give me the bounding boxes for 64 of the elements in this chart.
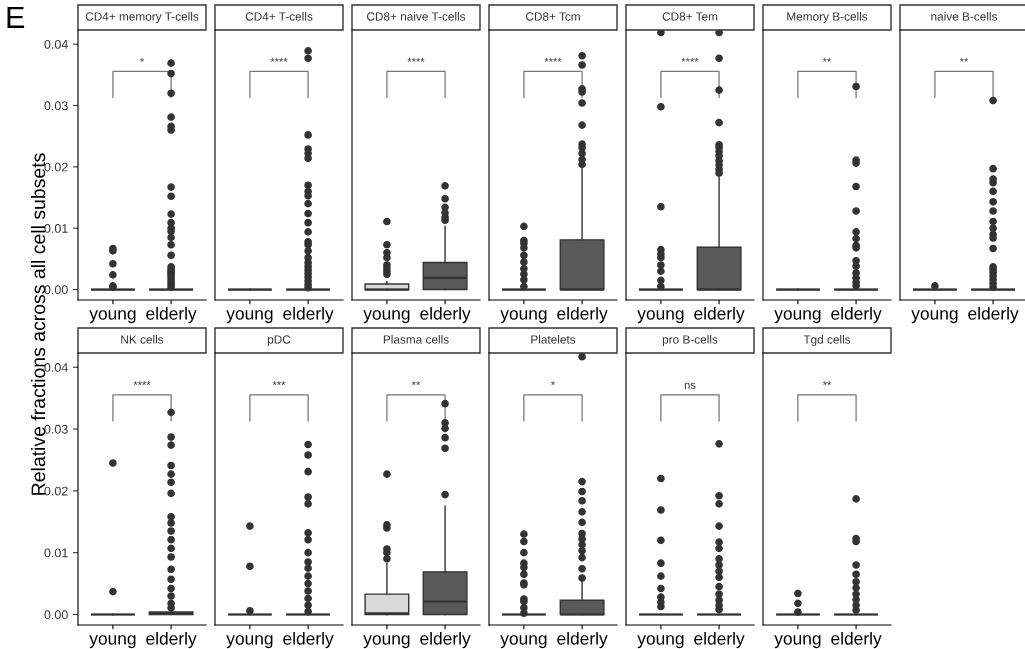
chart-title: CD8+ Tem — [662, 12, 718, 21]
x-tick-label: elderly — [694, 306, 745, 324]
annotation: ** — [411, 381, 421, 386]
x-tick-label: elderly — [146, 631, 197, 649]
chart-title: naive B-cells — [931, 12, 998, 21]
x-tick-label: elderly — [694, 631, 745, 649]
x-tick-label: young — [226, 635, 273, 649]
annotation: ** — [959, 57, 969, 62]
x-tick-label: young — [637, 635, 684, 649]
annotation: **** — [407, 57, 425, 62]
annotation: ns — [684, 382, 696, 389]
annotation: **** — [133, 381, 151, 386]
chart-title: Platelets — [531, 335, 576, 344]
x-tick-label: young — [89, 635, 136, 649]
chart-title: pro B-cells — [662, 335, 718, 346]
x-tick-label: elderly — [831, 631, 882, 649]
chart-title: Tgd cells — [803, 335, 851, 346]
y-tick-label: 0.01 — [44, 548, 68, 558]
x-tick-label: young — [363, 635, 410, 649]
x-tick-label: young — [774, 310, 821, 324]
y-tick-label: 0.00 — [44, 610, 68, 620]
y-tick-label: 0.04 — [44, 39, 68, 49]
y-tick-label: 0.01 — [44, 224, 68, 233]
text: E — [7, 6, 25, 28]
x-tick-label: elderly — [968, 306, 1019, 324]
x-tick-label: elderly — [557, 306, 608, 324]
y-axis-title: Relative fractions across all cell subsets — [30, 153, 46, 495]
y-tick-label: 0.02 — [44, 162, 68, 172]
chart-title: NK cells — [121, 335, 164, 344]
x-tick-label: young — [911, 310, 958, 324]
annotation: ** — [822, 57, 832, 62]
annotation: *** — [272, 381, 286, 386]
y-tick-label: 0.00 — [44, 285, 68, 295]
chart-title: Plasma cells — [383, 335, 449, 344]
x-tick-label: elderly — [420, 631, 471, 649]
x-tick-label: young — [363, 310, 410, 324]
y-tick-label: 0.02 — [44, 486, 68, 496]
x-tick-label: elderly — [831, 306, 882, 324]
x-tick-label: elderly — [283, 306, 334, 324]
y-tick-label: 0.03 — [44, 101, 68, 111]
chart-title: CD4+ T-cells — [245, 12, 313, 21]
x-tick-label: elderly — [146, 306, 197, 324]
chart-title: Memory B-cells — [787, 12, 868, 23]
annotation: * — [140, 57, 144, 62]
chart-title: CD8+ Tcm — [525, 12, 580, 21]
annotation: **** — [270, 57, 288, 62]
y-tick-label: 0.04 — [44, 363, 68, 372]
chart-title: CD4+ memory T-cells — [85, 12, 199, 23]
chart-title: CD8+ naive T-cells — [367, 12, 466, 21]
annotation: **** — [681, 57, 699, 62]
x-tick-label: young — [774, 635, 821, 649]
x-tick-label: young — [500, 310, 547, 324]
annotation: **** — [544, 57, 562, 62]
x-tick-label: elderly — [420, 306, 471, 324]
annotation: ** — [822, 381, 832, 386]
chart-title: pDC — [267, 335, 291, 346]
x-tick-label: young — [226, 310, 273, 324]
x-tick-label: elderly — [283, 631, 334, 649]
x-tick-label: young — [89, 310, 136, 324]
x-tick-label: elderly — [557, 631, 608, 649]
annotation: * — [551, 381, 555, 386]
x-tick-label: young — [637, 310, 684, 324]
x-tick-label: young — [500, 635, 547, 649]
y-tick-label: 0.03 — [44, 424, 68, 434]
